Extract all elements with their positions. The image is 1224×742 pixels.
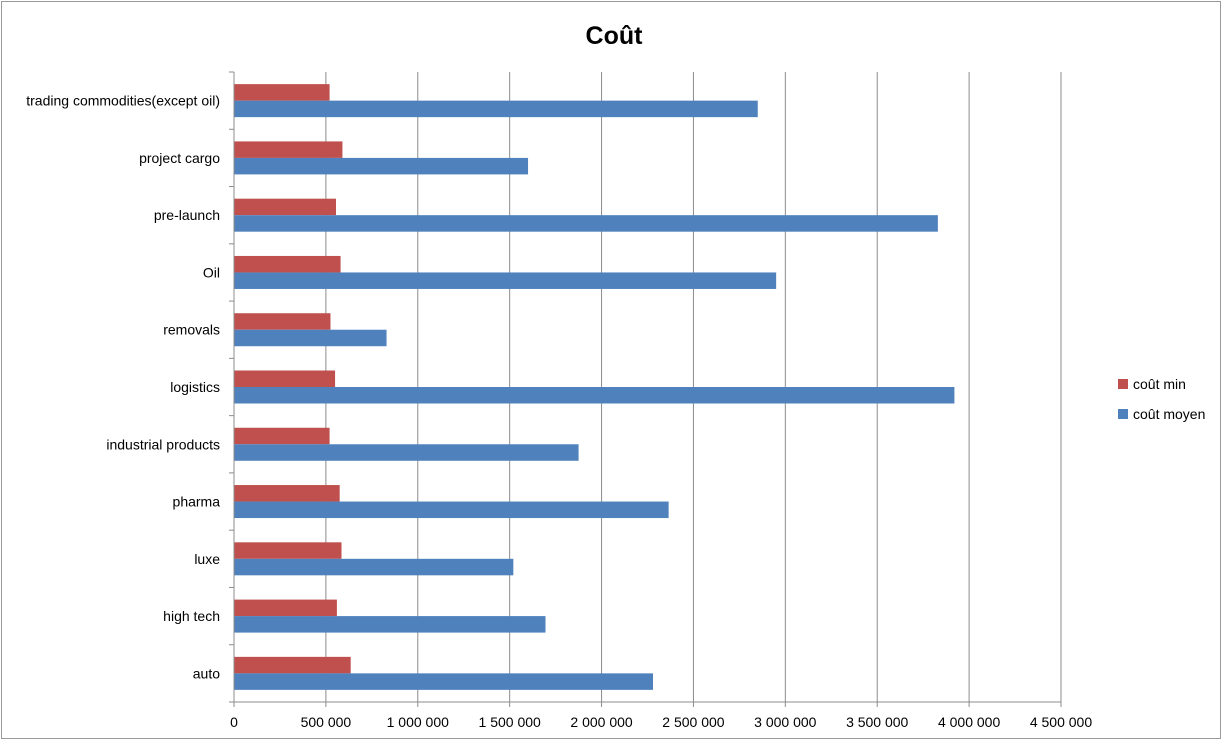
category-label: auto (193, 665, 220, 681)
category-label: high tech (163, 608, 220, 624)
category-label: logistics (170, 379, 220, 395)
category-label: project cargo (139, 150, 220, 166)
category-labels: auto high tech luxe pharma industrial produc… (26, 93, 220, 682)
bar-cout-min (234, 656, 351, 674)
bar-cout-min (234, 313, 331, 330)
category-label: pre-launch (154, 207, 220, 223)
category-label: luxe (194, 551, 220, 567)
legend-label: coût min (1133, 376, 1186, 392)
legend-swatch (1118, 409, 1128, 419)
x-tick-label: 3 500 000 (846, 714, 908, 730)
x-tick-label: 4 000 000 (938, 714, 1000, 730)
bar-cout-moyen (234, 157, 529, 175)
bar-cout-moyen (234, 616, 546, 633)
x-tick-label: 2 000 000 (570, 714, 632, 730)
bar-cout-moyen (234, 387, 955, 404)
category-label: removals (163, 322, 220, 338)
x-tick-label: 1 000 000 (387, 714, 449, 730)
bar-cout-moyen (234, 215, 938, 232)
legend: coût min coût moyen (1118, 376, 1205, 422)
x-tick-label: 0 (230, 714, 238, 730)
x-tick-label: 1 500 000 (479, 714, 541, 730)
x-tick-label: 3 000 000 (754, 714, 816, 730)
category-label: trading commodities(except oil) (26, 93, 220, 109)
bar-cout-min (234, 427, 330, 445)
bar-cout-moyen (234, 100, 758, 118)
category-label: industrial products (106, 436, 220, 452)
category-label: Oil (203, 264, 220, 280)
bar-cout-min (234, 141, 343, 158)
axes (229, 71, 1062, 707)
bar-cout-min (234, 84, 330, 101)
bar-cout-min (234, 599, 337, 617)
bar-cout-moyen (234, 329, 387, 347)
bar-cout-min (234, 370, 336, 387)
x-tick-label: 500 000 (301, 714, 352, 730)
x-tick-label: 2 500 000 (662, 714, 724, 730)
bar-cout-min (234, 542, 342, 559)
bar-cout-moyen (234, 272, 777, 289)
x-tick-label: 4 500 000 (1030, 714, 1092, 730)
legend-swatch (1118, 379, 1128, 389)
category-label: pharma (173, 494, 221, 510)
bar-cout-moyen (234, 673, 654, 690)
chart-title: Coût (586, 22, 644, 50)
x-tick-labels: 0 500 000 1 000 000 1 500 000 2 000 000 2 500… (230, 714, 1092, 730)
legend-label: coût moyen (1133, 406, 1205, 422)
bars (234, 84, 955, 690)
bar-cout-min (234, 485, 340, 502)
bar-cout-moyen (234, 501, 669, 519)
bar-cout-moyen (234, 444, 579, 461)
bar-cout-moyen (234, 558, 514, 576)
bar-cout-min (234, 198, 336, 216)
bar-cout-min (234, 255, 341, 273)
